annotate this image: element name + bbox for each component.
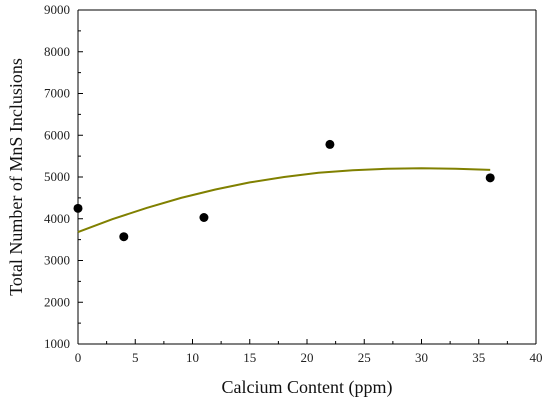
x-axis-ticks: 0 5 10 15 20 25 30 35 40 <box>75 339 543 365</box>
y-tick-label: 5000 <box>44 169 70 184</box>
x-tick-label: 0 <box>75 350 82 365</box>
x-tick-label: 5 <box>132 350 139 365</box>
data-point <box>325 139 335 149</box>
y-tick-label: 7000 <box>44 86 70 101</box>
y-tick-label: 2000 <box>44 294 70 309</box>
x-tick-label: 30 <box>415 350 428 365</box>
x-tick-label: 10 <box>186 350 199 365</box>
y-tick-label: 6000 <box>44 127 70 142</box>
plot-area <box>77 9 537 345</box>
data-point <box>73 203 83 213</box>
y-axis-ticks: 1000 2000 3000 4000 5000 6000 7000 8000 9000 <box>44 2 83 351</box>
data-point <box>199 212 209 222</box>
data-point <box>485 173 495 183</box>
y-tick-label: 1000 <box>44 336 70 351</box>
x-tick-label: 20 <box>301 350 314 365</box>
data-point <box>119 232 129 242</box>
x-tick-label: 35 <box>472 350 485 365</box>
y-axis-title: Total Number of MnS Inclusions <box>6 58 26 296</box>
x-tick-label: 40 <box>530 350 543 365</box>
fit-curve <box>77 167 491 234</box>
x-tick-label: 15 <box>243 350 256 365</box>
x-tick-label: 25 <box>358 350 371 365</box>
y-tick-label: 3000 <box>44 253 70 268</box>
y-tick-label: 8000 <box>44 44 70 59</box>
y-tick-label: 4000 <box>44 211 70 226</box>
series-layer <box>73 139 495 242</box>
y-tick-label: 9000 <box>44 2 70 17</box>
x-axis-title: Calcium Content (ppm) <box>222 377 393 398</box>
